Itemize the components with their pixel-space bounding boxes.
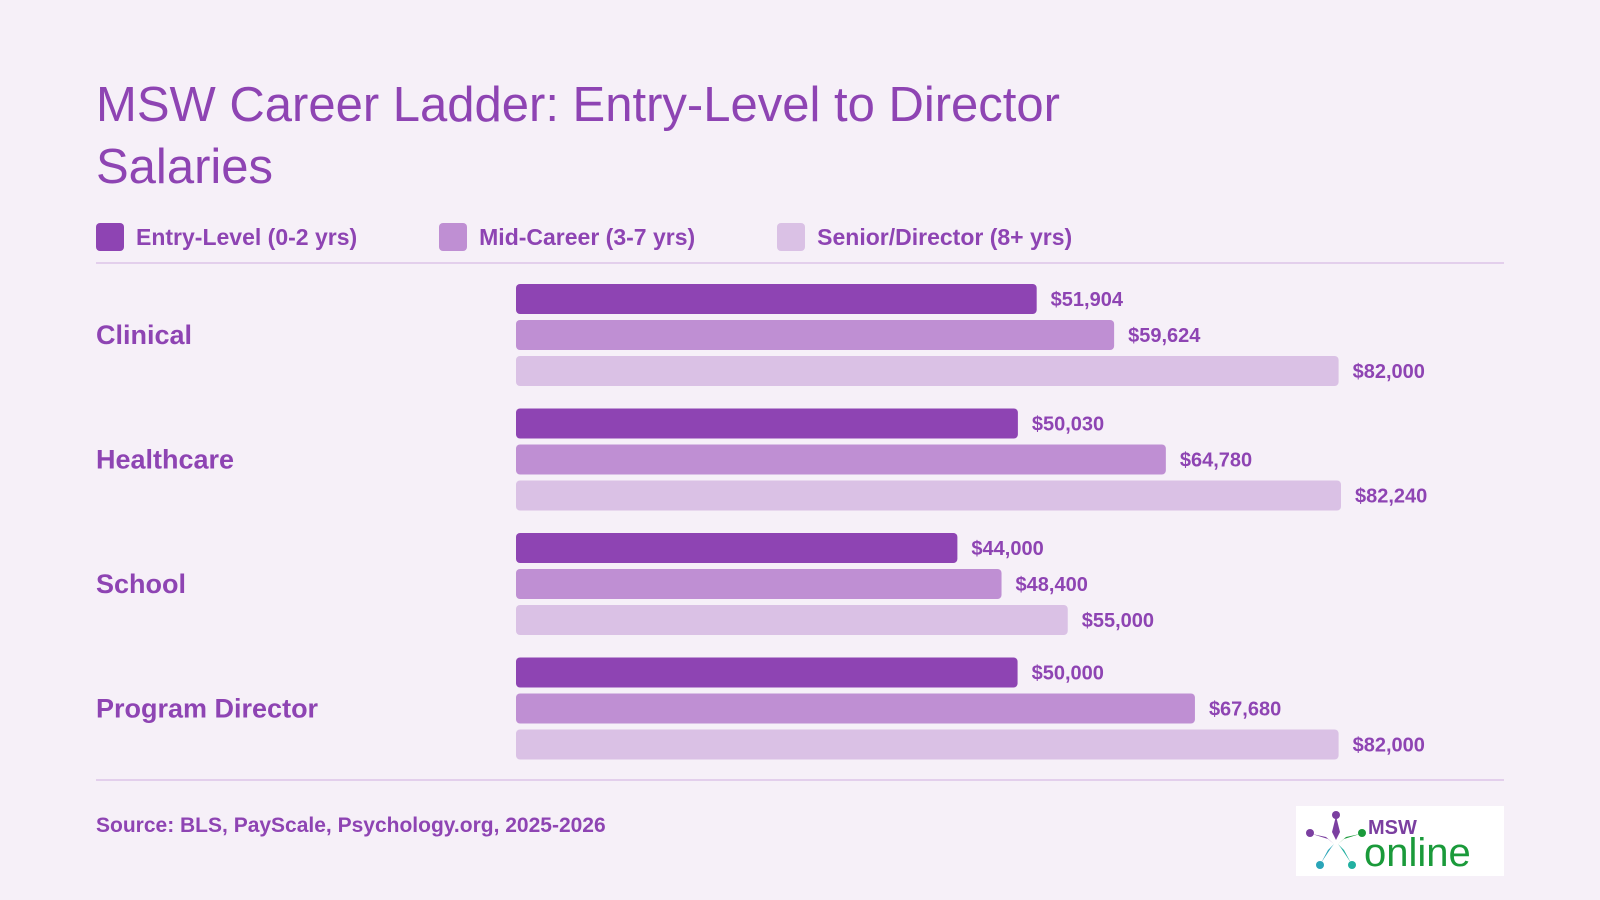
- category-label-healthcare: Healthcare: [96, 445, 234, 475]
- legend-item-entry-level: Entry-Level (0-2 yrs): [96, 223, 357, 251]
- bar-school-series-1: [516, 533, 958, 563]
- bar-clinical-series-1: [516, 284, 1037, 314]
- bar-school-series-3: [516, 605, 1068, 635]
- star-people-icon: [1306, 811, 1366, 869]
- bar-clinical-series-3: [516, 356, 1339, 386]
- bar-healthcare-series-3: [516, 480, 1341, 511]
- value-label-program-director-series-1: $50,000: [1032, 663, 1104, 685]
- value-label-healthcare-series-3: $82,240: [1355, 486, 1427, 508]
- value-label-school-series-2: $48,400: [1016, 574, 1088, 596]
- bar-healthcare-series-2: [516, 444, 1166, 475]
- bar-program-director-series-3: [516, 729, 1339, 760]
- value-label-school-series-3: $55,000: [1082, 610, 1154, 632]
- legend-label-entry-level: Entry-Level (0-2 yrs): [136, 223, 358, 250]
- value-label-program-director-series-2: $67,680: [1209, 699, 1281, 721]
- legend-swatch-entry-level: [96, 223, 124, 251]
- legend-item-mid-career: Mid-Career (3-7 yrs): [439, 223, 695, 251]
- value-label-healthcare-series-2: $64,780: [1180, 450, 1252, 472]
- legend-item-senior-director: Senior/Director (8+ yrs): [777, 223, 1072, 251]
- bar-program-director-series-1: [516, 657, 1018, 688]
- value-label-clinical-series-3: $82,000: [1353, 361, 1425, 383]
- bar-clinical-series-2: [516, 320, 1115, 350]
- value-label-school-series-1: $44,000: [971, 538, 1043, 560]
- value-label-clinical-series-1: $51,904: [1051, 289, 1124, 311]
- legend-label-mid-career: Mid-Career (3-7 yrs): [479, 223, 696, 250]
- chart-title: MSW Career Ladder: Entry-Level to Direct…: [96, 78, 1060, 194]
- legend-swatch-mid-career: [439, 223, 468, 251]
- logo-online-text: online: [1364, 831, 1471, 875]
- bar-school-series-2: [516, 569, 1002, 599]
- category-label-clinical: Clinical: [96, 320, 192, 350]
- logo-msw-text: MSW: [1368, 817, 1417, 839]
- category-label-school: School: [96, 569, 186, 599]
- value-label-clinical-series-2: $59,624: [1128, 325, 1201, 347]
- legend-swatch-senior-director: [777, 223, 806, 251]
- category-label-program-director: Program Director: [96, 694, 319, 724]
- source-note: Source: BLS, PayScale, Psychology.org, 2…: [96, 814, 606, 837]
- value-label-healthcare-series-1: $50,030: [1032, 414, 1104, 436]
- legend-label-senior-director: Senior/Director (8+ yrs): [817, 223, 1073, 250]
- msw-online-logo: MSW online: [1296, 806, 1504, 876]
- divider-top: [96, 262, 1504, 264]
- divider-bottom: [96, 779, 1504, 781]
- bar-healthcare-series-1: [516, 408, 1018, 439]
- bar-program-director-series-2: [516, 693, 1195, 724]
- logo-graphic: MSW online: [1306, 811, 1471, 875]
- value-label-program-director-series-3: $82,000: [1353, 735, 1425, 757]
- legend: Entry-Level (0-2 yrs) Mid-Career (3-7 yr…: [96, 222, 1154, 252]
